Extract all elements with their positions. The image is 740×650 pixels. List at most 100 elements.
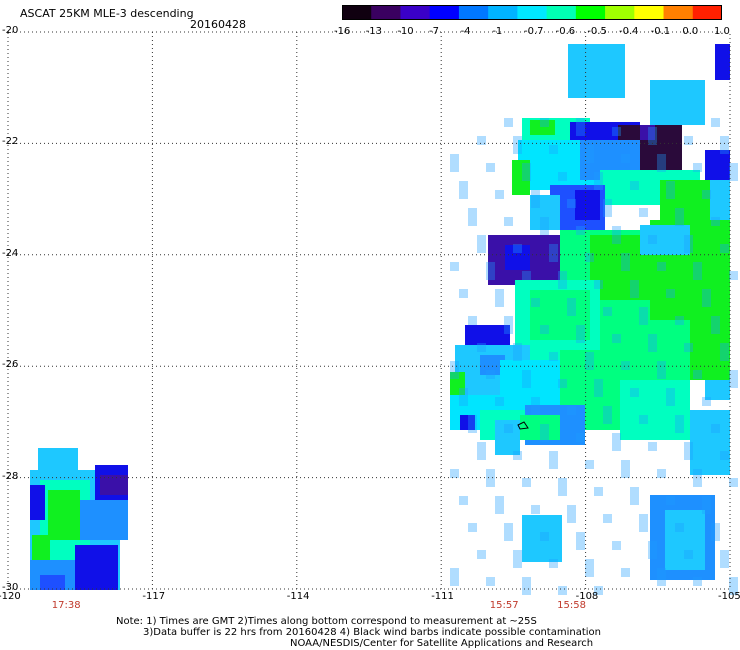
wind-cell [450,361,459,370]
wind-cell [729,271,738,280]
color-scale-label: -0.7 [524,26,544,37]
color-scale-label: -4 [460,26,471,37]
wind-cell [567,514,576,523]
wind-cell [513,550,522,559]
wind-cell [729,379,738,388]
wind-cell [540,424,549,433]
wind-cell [486,262,495,271]
wind-cell [576,433,585,442]
wind-cell [693,262,702,271]
wind-cell [660,180,715,225]
grid-lines [8,32,730,589]
wind-cell [576,334,585,343]
wind-cell [684,442,693,451]
wind-cell [549,559,558,568]
wind-cell [520,415,560,440]
wind-cell [675,316,684,325]
color-scale-swatch [575,5,606,20]
wind-cell [558,271,567,280]
longitude-label: -117 [142,591,166,602]
wind-cell [513,145,522,154]
latitude-label: -24 [2,247,19,259]
wind-cell [477,451,486,460]
longitude-label: -111 [431,591,454,602]
wind-cell [675,208,684,217]
wind-cell [513,343,522,352]
map-title: ASCAT 25KM MLE-3 descending [20,7,194,20]
latitude-label: -28 [2,470,19,482]
wind-cell [702,298,711,307]
wind-cell [630,388,639,397]
color-scale-swatch [692,5,722,20]
wind-cell [675,523,684,532]
wind-cell [495,496,504,505]
wind-cell [468,208,477,217]
color-scale-swatch [517,5,548,20]
wind-cell [640,125,655,140]
wind-cell [504,532,513,541]
wind-cell [612,541,621,550]
wind-cell [711,325,720,334]
wind-cell [720,559,729,568]
wind-cell [513,136,522,145]
wind-cell [666,289,675,298]
wind-cell [621,154,630,163]
color-scale-swatch [400,5,431,20]
wind-cell [522,478,531,487]
color-scale-label: -1 [492,26,503,37]
wind-cell [603,415,612,424]
wind-cell [540,217,549,226]
color-scale-swatch [634,5,665,20]
wind-cell [612,226,621,235]
wind-cell [486,478,495,487]
color-scale-label: -13 [365,26,382,37]
longitude-label: -108 [575,591,599,602]
wind-cell [665,510,705,570]
wind-cell [594,487,603,496]
wind-cell [75,545,118,590]
wind-cell [594,280,603,289]
wind-cell [621,460,630,469]
wind-cell [693,271,702,280]
time-label: 15:57 [489,600,519,611]
wind-cell [540,118,549,127]
wind-cell [666,496,675,505]
wind-cell [468,523,477,532]
wind-cell [603,208,612,217]
longitude-label: -105 [718,591,740,602]
wind-cell [640,225,690,255]
wind-cell [648,541,657,550]
wind-cell [495,505,504,514]
wind-cell [512,160,530,195]
wind-cell [450,154,459,163]
wind-cell [530,120,555,135]
wind-cell [576,541,585,550]
wind-cell [576,532,585,541]
wind-cell [468,217,477,226]
wind-cell [621,469,630,478]
wind-cell [486,271,495,280]
wind-cell [720,451,729,460]
wind-cell [729,586,738,595]
wind-cell [620,380,690,440]
wind-cell [612,235,621,244]
wind-cell [531,199,540,208]
wind-cell [720,145,729,154]
wind-cell [657,262,666,271]
wind-cell [522,577,531,586]
wind-cell [40,575,65,590]
wind-cell [639,415,648,424]
wind-cell [522,515,562,562]
wind-cell [729,478,738,487]
wind-cell [702,496,711,505]
wind-cells [30,44,738,595]
wind-cell [585,154,594,163]
note-line-1: Note: 1) Times are GMT 2)Times along bot… [116,616,537,627]
wind-cell [702,190,711,199]
wind-cell [567,307,576,316]
wind-cell [639,523,648,532]
wind-cell [504,424,513,433]
wind-cell [603,514,612,523]
wind-cell [711,217,720,226]
wind-cell [480,355,505,375]
